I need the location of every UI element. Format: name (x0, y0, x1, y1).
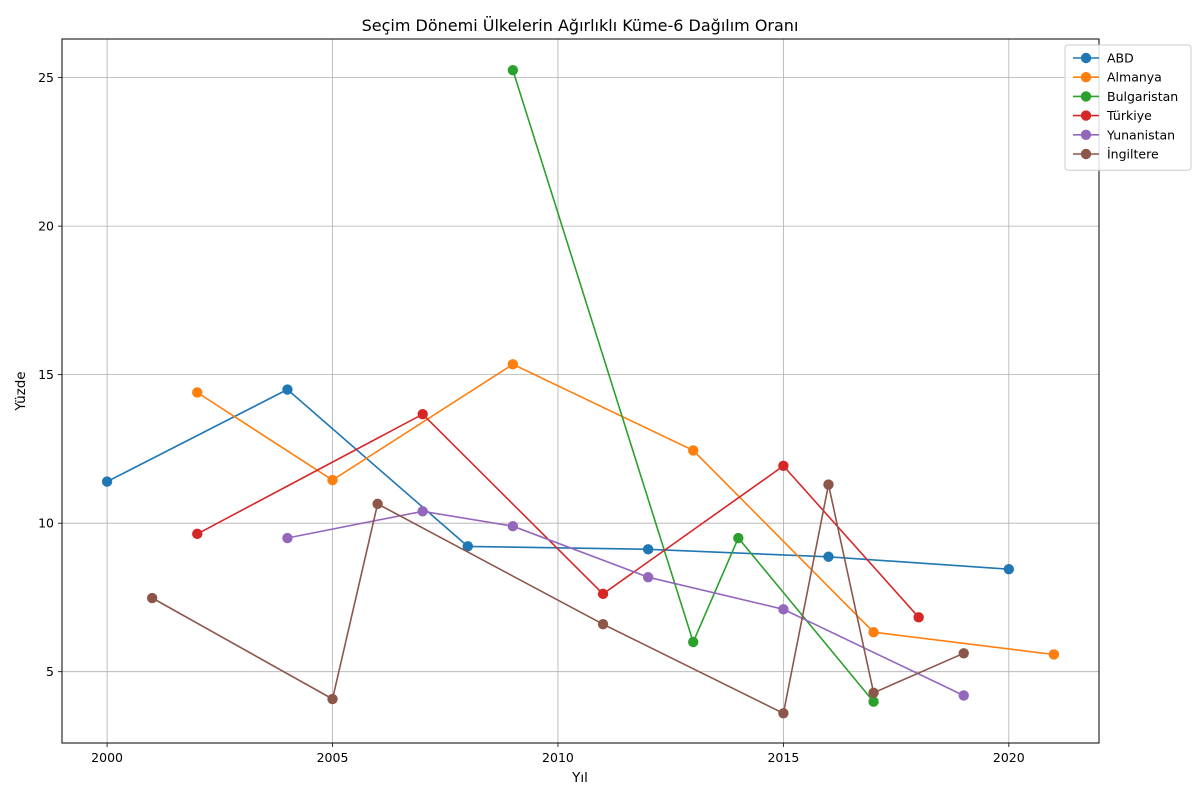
legend-marker (1080, 148, 1092, 160)
series-0-point (282, 384, 293, 395)
series-0-line (106, 388, 1009, 570)
x-tick-label: 2015 (767, 750, 799, 765)
series-5-point (778, 708, 789, 719)
series-1-point (507, 359, 519, 370)
series-0-point (462, 541, 473, 552)
series-3-point (913, 612, 924, 623)
series-5 (146, 479, 969, 719)
x-axis-label: Yıl (571, 770, 588, 786)
series-5-point (372, 498, 383, 510)
legend-label: Türkiye (1106, 108, 1152, 123)
legend-marker (1080, 91, 1092, 102)
series-2-point (733, 532, 744, 544)
series-1-line (196, 363, 1054, 656)
series-4-point (642, 572, 654, 583)
legend-box (1064, 44, 1192, 171)
legend-label: ABD (1107, 51, 1134, 66)
legend-label: Almanya (1107, 70, 1162, 85)
series-5-point (146, 592, 158, 604)
x-tick-label: 2000 (91, 750, 123, 765)
series-0-point (1003, 564, 1015, 575)
plot-frame (61, 38, 1100, 744)
series-3-point (192, 528, 203, 540)
y-tick-label: 15 (38, 367, 54, 382)
legend-label: İngiltere (1107, 147, 1159, 162)
series-0-point (823, 551, 834, 562)
series-5-point (823, 479, 834, 490)
legend-label: Yunanistan (1106, 127, 1175, 142)
series-3-point (597, 588, 609, 600)
legend-label: Bulgaristan (1107, 89, 1178, 104)
legend-marker (1080, 129, 1092, 140)
series-4-point (958, 690, 969, 701)
chart-title: Seçim Dönemi Ülkelerin Ağırlıklı Küme-6 … (362, 16, 799, 35)
series-1-point (868, 627, 879, 638)
x-tick-label: 2010 (542, 750, 574, 765)
series-0-point (642, 544, 654, 555)
series-3 (192, 408, 924, 623)
x-axis: 2000 2005 2010 2015 2020 (91, 743, 1025, 765)
series-1-point (1048, 649, 1060, 660)
series-1-point (327, 474, 338, 486)
series-1 (192, 359, 1060, 660)
series-4-point (778, 604, 789, 615)
series-4-point (417, 506, 428, 517)
series-5-line (151, 484, 965, 715)
series-2-point (688, 636, 699, 648)
y-tick-label: 10 (38, 516, 54, 531)
series-3-point (778, 460, 789, 472)
series-2-point (507, 64, 519, 76)
legend-marker (1080, 52, 1092, 64)
x-tick-label: 2005 (317, 750, 349, 765)
y-axis: 5 10 15 20 25 (38, 70, 62, 679)
series-5-point (958, 648, 969, 659)
y-axis-label: Yüzde (13, 371, 29, 411)
series-0-point (101, 476, 113, 487)
series-5-point (327, 693, 338, 705)
series-5-point (597, 618, 609, 630)
x-tick-label: 2020 (993, 750, 1025, 765)
series-1-point (688, 445, 699, 456)
y-tick-label: 25 (38, 70, 54, 85)
series-0 (101, 384, 1015, 575)
legend-marker (1080, 110, 1092, 121)
series-4-point (282, 532, 293, 544)
y-tick-label: 5 (46, 664, 54, 679)
series-layer (101, 64, 1060, 719)
legend-marker (1080, 72, 1092, 83)
legend: ABD Almanya Bulgaristan Türkiye Yunanistan İn… (1064, 44, 1192, 171)
y-tick-label: 20 (38, 219, 54, 234)
series-3-point (417, 408, 428, 420)
series-5-point (868, 687, 879, 698)
series-4-point (507, 520, 519, 532)
series-2-point (868, 696, 879, 707)
grid-lines (62, 39, 1099, 743)
series-1-point (192, 387, 203, 398)
